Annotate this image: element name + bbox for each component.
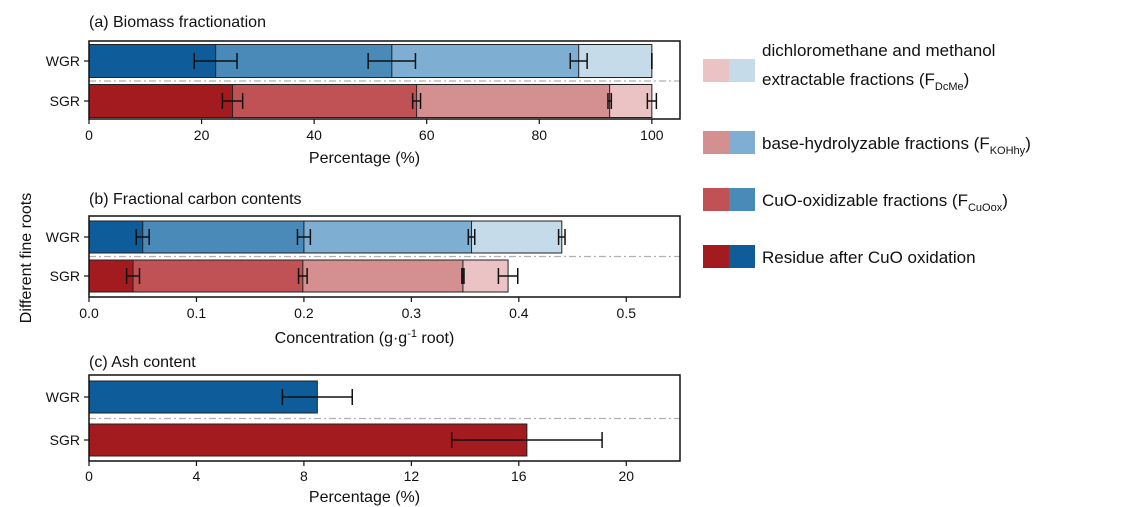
legend-label-dcme-line1: dichloromethane and methanol [762, 41, 995, 60]
x-tick-label: 20 [194, 127, 210, 143]
legend-item-dcme: dichloromethane and methanol extractable… [703, 41, 995, 93]
panel-title: (c) Ash content [89, 354, 196, 371]
errorbar-kohhy-sgr [607, 93, 613, 109]
errorbar-residue-wgr [193, 53, 238, 69]
x-tick-label: 0.1 [187, 305, 207, 321]
x-tick-label: 60 [419, 127, 435, 143]
errorbar-residue-sgr [125, 268, 141, 284]
x-tick-label: 0.2 [294, 305, 314, 321]
errorbar-residue-wgr [281, 389, 354, 405]
x-tick-label: 0.3 [402, 305, 422, 321]
x-tick-label: 0.5 [617, 305, 637, 321]
x-axis-label: Concentration (g·g-1 root) [275, 328, 455, 347]
bar-residue-wgr [88, 380, 318, 414]
errorbar-kohhy-wgr [569, 53, 588, 69]
x-axis-label: Percentage (%) [309, 150, 420, 167]
errorbar-dcme-wgr [557, 229, 566, 245]
category-label-wgr: WGR [46, 389, 80, 405]
errorbar-residue-wgr [135, 229, 150, 245]
errorbar-kohhy-wgr [467, 229, 476, 245]
bar-residue-sgr [88, 84, 234, 118]
x-tick-label: 0 [85, 468, 93, 484]
panel-title: (a) Biomass fractionation [89, 14, 266, 31]
legend-item-kohhy: base-hydrolyzable fractions (FKOHhy) [703, 131, 1031, 157]
panel-b: (b) Fractional carbon contents WGR SGR 0.0 0… [46, 191, 681, 347]
panel-c: (c) Ash content WGR SGR 0 4 8 12 16 20 Percentage… [46, 354, 681, 506]
legend-swatch-dcme-blue [729, 59, 755, 82]
panel-title: (b) Fractional carbon contents [89, 191, 302, 208]
category-label-wgr: WGR [46, 229, 80, 245]
x-tick-label: 8 [300, 468, 308, 484]
x-tick-label: 40 [306, 127, 322, 143]
x-tick-label: 0 [85, 127, 93, 143]
legend: dichloromethane and methanol extractable… [703, 41, 1031, 268]
legend-label-dcme-line2: extractable fractions (FDcMe) [762, 70, 969, 93]
x-tick-label: 80 [531, 127, 547, 143]
legend-label-kohhy: base-hydrolyzable fractions (FKOHhy) [762, 134, 1031, 157]
category-label-sgr: SGR [50, 268, 80, 284]
legend-swatch-residue-blue [729, 245, 755, 268]
bar-residue-wgr [88, 220, 144, 254]
errorbar-cuoox-sgr [297, 268, 308, 284]
legend-item-residue: Residue after CuO oxidation [703, 245, 976, 268]
legend-label-residue: Residue after CuO oxidation [762, 248, 976, 267]
errorbar-cuoox-wgr [367, 53, 417, 69]
legend-swatch-residue-red [703, 245, 729, 268]
y-axis-label: Different fine roots [18, 193, 35, 323]
x-tick-label: 16 [511, 468, 527, 484]
plot-frame [88, 40, 681, 120]
x-tick-label: 12 [404, 468, 420, 484]
legend-swatch-cuoox-red [703, 188, 729, 211]
errorbar-cuoox-sgr [411, 93, 422, 109]
x-tick-label: 20 [618, 468, 634, 484]
x-tick-label: 100 [640, 127, 664, 143]
x-tick-label: 0.0 [79, 305, 99, 321]
legend-swatch-cuoox-blue [729, 188, 755, 211]
legend-item-cuoox: CuO-oxidizable fractions (FCuOox) [703, 188, 1008, 214]
errorbar-cuoox-wgr [296, 229, 312, 245]
legend-swatch-kohhy-blue [729, 131, 755, 154]
errorbar-dcme-sgr [646, 93, 658, 109]
legend-swatch-dcme-red [703, 59, 729, 82]
category-label-sgr: SGR [50, 432, 80, 448]
category-label-sgr: SGR [50, 93, 80, 109]
errorbar-dcme-sgr [497, 268, 519, 284]
errorbar-residue-sgr [221, 93, 244, 109]
x-tick-label: 4 [193, 468, 201, 484]
legend-swatch-kohhy-red [703, 131, 729, 154]
plot-frame [88, 374, 681, 462]
x-axis-label: Percentage (%) [309, 489, 420, 506]
errorbar-residue-sgr [450, 432, 603, 448]
x-tick-label: 0.4 [509, 305, 529, 321]
category-label-wgr: WGR [46, 53, 80, 69]
legend-label-cuoox: CuO-oxidizable fractions (FCuOox) [762, 191, 1008, 214]
plot-frame [88, 215, 681, 298]
errorbar-kohhy-sgr [461, 268, 465, 284]
panel-a: (a) Biomass fractionation WGR SGR 0 20 40 60 80… [46, 14, 681, 167]
